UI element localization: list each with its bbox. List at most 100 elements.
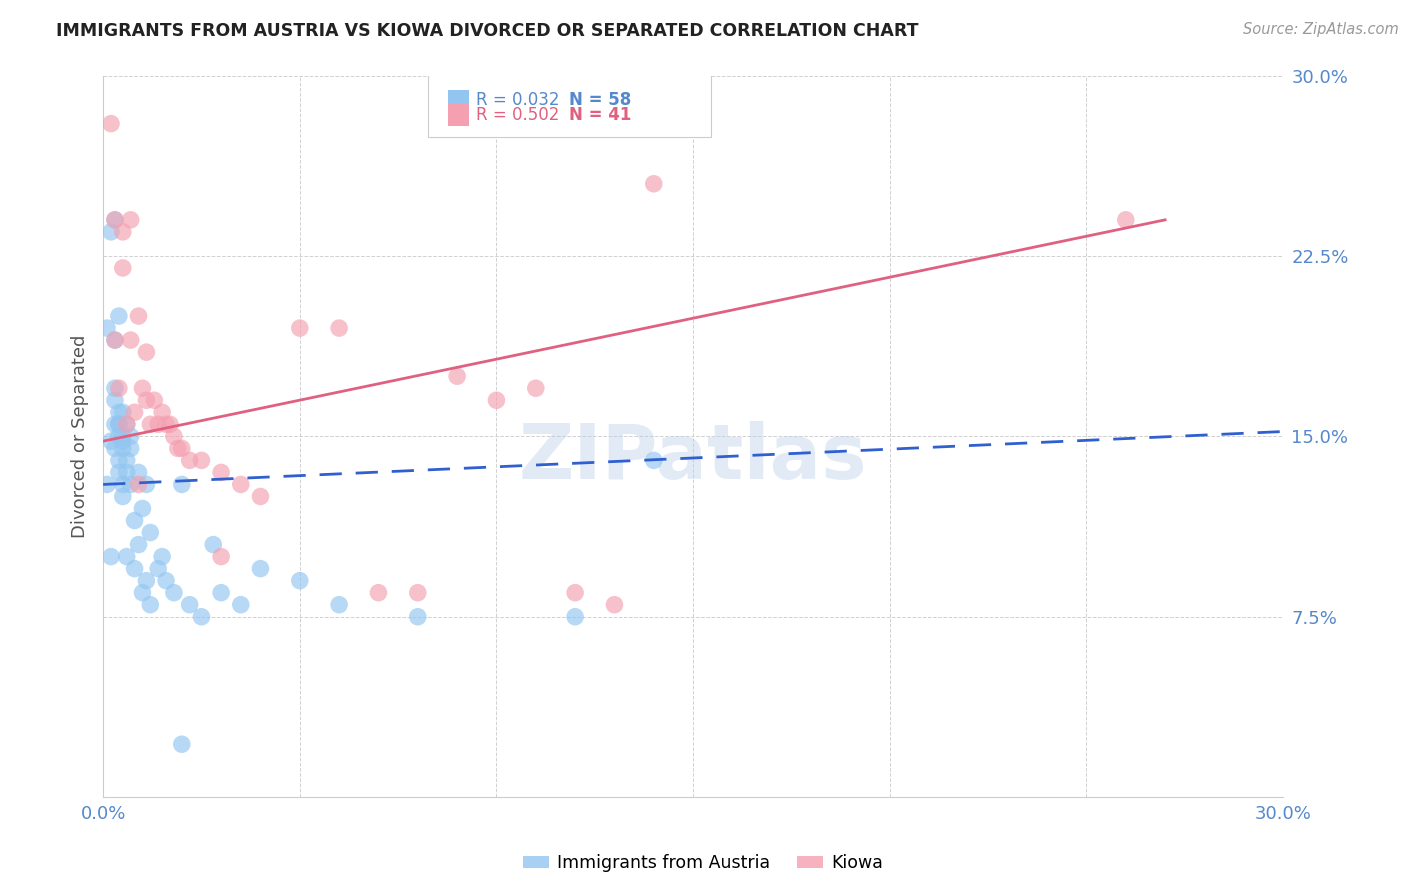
- Point: [100, 225, 122, 239]
- Point: [167, 442, 190, 456]
- Point: [131, 585, 153, 599]
- Point: [108, 309, 131, 323]
- Point: [108, 405, 131, 419]
- FancyBboxPatch shape: [447, 104, 470, 126]
- Point: [115, 417, 138, 432]
- Point: [124, 405, 146, 419]
- Point: [108, 429, 131, 443]
- Point: [111, 405, 134, 419]
- Point: [288, 574, 311, 588]
- Point: [209, 466, 232, 480]
- Point: [179, 453, 201, 467]
- Point: [524, 381, 547, 395]
- Point: [202, 538, 225, 552]
- Point: [108, 453, 131, 467]
- Point: [148, 417, 170, 432]
- Point: [115, 466, 138, 480]
- FancyBboxPatch shape: [427, 73, 711, 136]
- Point: [120, 477, 142, 491]
- Text: IMMIGRANTS FROM AUSTRIA VS KIOWA DIVORCED OR SEPARATED CORRELATION CHART: IMMIGRANTS FROM AUSTRIA VS KIOWA DIVORCE…: [56, 22, 918, 40]
- Point: [115, 549, 138, 564]
- Point: [108, 417, 131, 432]
- Point: [111, 429, 134, 443]
- Point: [603, 598, 626, 612]
- Point: [328, 598, 350, 612]
- Point: [128, 466, 150, 480]
- Point: [643, 453, 665, 467]
- Point: [104, 381, 127, 395]
- Point: [406, 609, 429, 624]
- Point: [139, 525, 162, 540]
- Point: [150, 405, 173, 419]
- Point: [143, 393, 166, 408]
- Point: [249, 490, 271, 504]
- Y-axis label: Divorced or Separated: Divorced or Separated: [72, 334, 89, 538]
- Text: N = 41: N = 41: [569, 106, 631, 124]
- Point: [135, 574, 157, 588]
- Point: [170, 477, 193, 491]
- Point: [135, 477, 157, 491]
- Text: Source: ZipAtlas.com: Source: ZipAtlas.com: [1243, 22, 1399, 37]
- Point: [100, 117, 122, 131]
- Point: [111, 225, 134, 239]
- Point: [108, 466, 131, 480]
- Legend: Immigrants from Austria, Kiowa: Immigrants from Austria, Kiowa: [516, 847, 890, 879]
- Point: [155, 574, 177, 588]
- Point: [111, 490, 134, 504]
- Point: [124, 514, 146, 528]
- Text: R = 0.502: R = 0.502: [477, 106, 560, 124]
- Point: [100, 549, 122, 564]
- Point: [150, 549, 173, 564]
- Point: [135, 393, 157, 408]
- Point: [190, 609, 212, 624]
- Point: [120, 442, 142, 456]
- Point: [209, 585, 232, 599]
- Point: [104, 333, 127, 347]
- Point: [120, 333, 142, 347]
- Point: [190, 453, 212, 467]
- Point: [209, 549, 232, 564]
- Point: [96, 477, 118, 491]
- Point: [643, 177, 665, 191]
- Text: ZIPatlas: ZIPatlas: [519, 421, 868, 495]
- Text: R = 0.032: R = 0.032: [477, 91, 560, 109]
- Point: [115, 453, 138, 467]
- Point: [104, 442, 127, 456]
- Point: [163, 429, 186, 443]
- Point: [111, 442, 134, 456]
- Point: [111, 260, 134, 275]
- Point: [124, 561, 146, 575]
- Point: [229, 477, 252, 491]
- Point: [104, 212, 127, 227]
- Point: [179, 598, 201, 612]
- Point: [485, 393, 508, 408]
- Point: [170, 442, 193, 456]
- Point: [159, 417, 181, 432]
- Point: [1115, 212, 1137, 227]
- Point: [249, 561, 271, 575]
- Point: [170, 737, 193, 751]
- Point: [406, 585, 429, 599]
- Point: [163, 585, 186, 599]
- Point: [328, 321, 350, 335]
- Point: [155, 417, 177, 432]
- Point: [111, 434, 134, 449]
- Point: [104, 393, 127, 408]
- Point: [104, 212, 127, 227]
- Point: [104, 417, 127, 432]
- Point: [128, 538, 150, 552]
- Point: [367, 585, 389, 599]
- Point: [108, 381, 131, 395]
- Point: [564, 585, 586, 599]
- Point: [100, 434, 122, 449]
- Point: [120, 212, 142, 227]
- Text: N = 58: N = 58: [569, 91, 631, 109]
- Point: [120, 429, 142, 443]
- Point: [104, 333, 127, 347]
- Point: [115, 417, 138, 432]
- Point: [139, 598, 162, 612]
- Point: [128, 309, 150, 323]
- Point: [135, 345, 157, 359]
- FancyBboxPatch shape: [447, 90, 470, 112]
- Point: [131, 501, 153, 516]
